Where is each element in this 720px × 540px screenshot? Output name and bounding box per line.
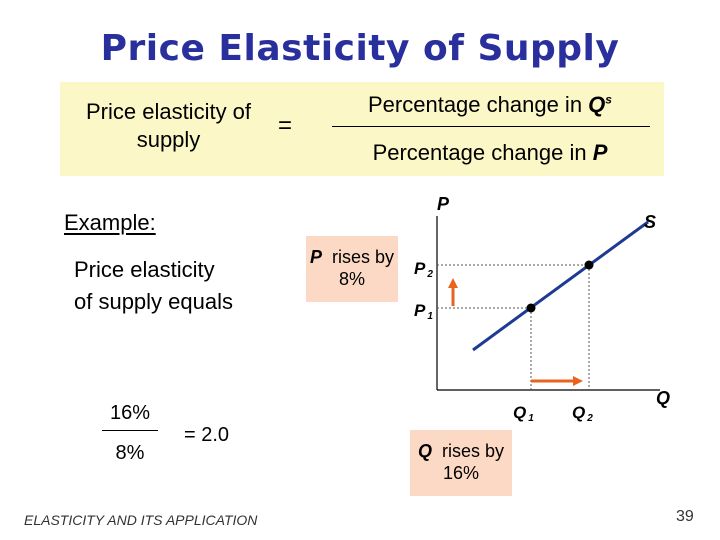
footer-text: ELASTICITY AND ITS APPLICATION — [24, 512, 258, 528]
qty-note-text: rises by 16% — [442, 441, 505, 483]
p2-label-var: P — [414, 259, 426, 278]
qty-note-var: Q — [417, 441, 432, 461]
calc-fraction-line — [102, 430, 158, 431]
price-rise-note: P rises by 8% — [306, 236, 398, 302]
price-note-var: P — [309, 247, 322, 267]
formula-lhs: Price elasticity of supply — [85, 99, 252, 152]
formula-equals-sign: = — [278, 112, 293, 139]
formula-numerator-sup: s — [605, 92, 612, 107]
p2-label-sub: 2 — [426, 269, 433, 280]
formula-numerator-text: Percentage change in — [368, 92, 589, 117]
point-1 — [526, 303, 536, 313]
formula-denominator-text: Percentage change in — [372, 140, 593, 165]
point-2 — [584, 260, 594, 270]
formula-numerator-var: Q — [588, 92, 606, 117]
calc-result: = 2.0 — [184, 424, 230, 446]
p1-label-sub: 1 — [427, 311, 433, 322]
q2-label-sub: 2 — [586, 413, 593, 424]
formula-numerator: Percentage change in Qs — [325, 92, 655, 118]
page-title: Price Elasticity of Supply — [100, 28, 620, 69]
example-label: Example: — [64, 210, 156, 235]
example-text: Price elasticity of supply equals — [74, 257, 233, 314]
supply-curve-label: S — [644, 212, 656, 232]
supply-curve — [472, 220, 649, 352]
page-number: 39 — [676, 508, 694, 525]
calc-denominator: 8% — [115, 442, 145, 464]
q1-label-var: Q — [513, 403, 526, 422]
q2-label-var: Q — [572, 403, 585, 422]
p1-label-var: P — [414, 301, 426, 320]
q1-label-sub: 1 — [528, 413, 534, 424]
y-axis-label: P — [437, 194, 450, 214]
formula-denominator: Percentage change in P — [325, 140, 655, 166]
formula-fraction-line — [332, 126, 650, 127]
calc-numerator: 16% — [109, 402, 151, 424]
formula-denominator-var: P — [592, 140, 608, 165]
formula-box — [60, 82, 664, 176]
quantity-rise-note: Q rises by 16% — [410, 430, 512, 496]
x-axis-label: Q — [656, 388, 670, 408]
price-note-text: rises by 8% — [332, 247, 395, 289]
